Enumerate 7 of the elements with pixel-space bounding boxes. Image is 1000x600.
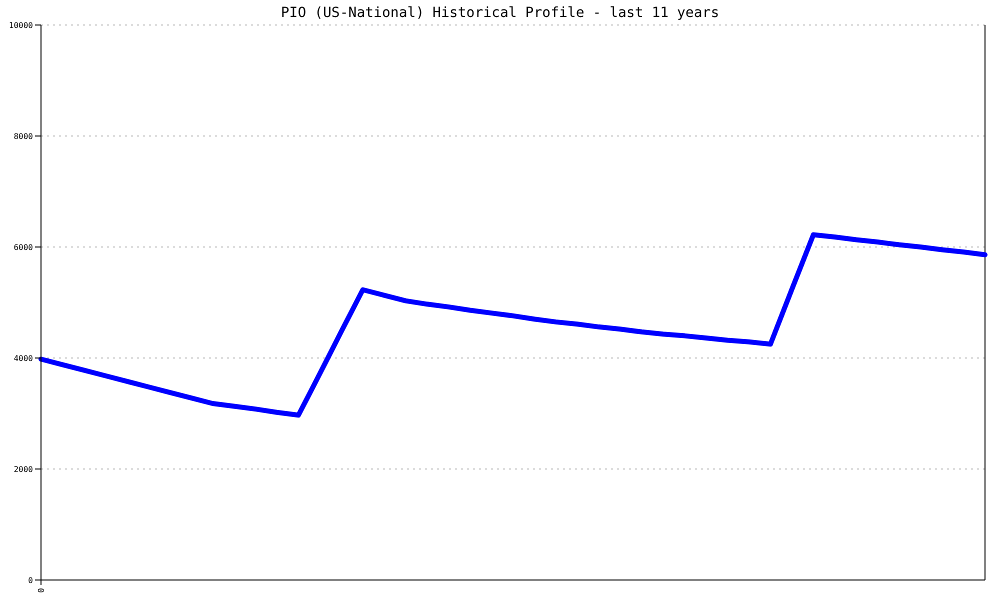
y-tick-label: 6000 (14, 242, 34, 252)
y-tick-label: 8000 (14, 132, 34, 141)
y-tick-label: 4000 (14, 354, 34, 363)
y-tick-label: 10000 (8, 20, 34, 30)
category-label: 0 (36, 588, 46, 593)
y-tick-label: 2000 (14, 464, 34, 474)
chart-title: PIO (US-National) Historical Profile - last 11 years (280, 5, 720, 21)
